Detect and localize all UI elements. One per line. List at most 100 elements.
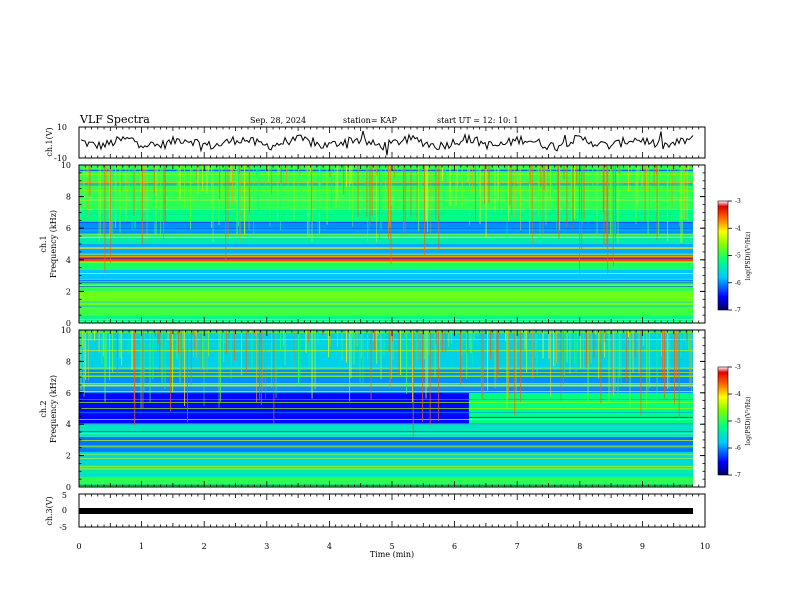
spectrogram-streak (235, 165, 237, 198)
spectrogram-streak (322, 330, 324, 335)
spectrogram-streak (644, 165, 646, 222)
spectrogram-streak (230, 330, 232, 379)
spectrogram-line (79, 344, 693, 346)
spectrogram-streak (678, 330, 680, 419)
spectrogram-streak (560, 330, 562, 401)
colorbar-tick-label: -3 (735, 198, 741, 205)
spectrogram-streak (496, 330, 498, 381)
spectrogram-streak (566, 165, 568, 228)
spectrogram-streak (506, 165, 508, 244)
spectrogram-streak (192, 330, 194, 336)
spectrogram-streak (536, 330, 538, 375)
spectrogram-streak (179, 330, 181, 383)
spectrogram-line (79, 383, 693, 385)
spectrogram-streak (542, 165, 544, 235)
spectrogram-streak (412, 330, 414, 403)
spectrogram-streak (238, 165, 240, 174)
spectrogram-streak (202, 330, 204, 368)
xtick-label: 5 (389, 542, 394, 551)
ytick-label: 10 (61, 326, 71, 335)
spectrogram-streak (121, 165, 123, 192)
spectrogram-streak (424, 330, 426, 360)
spectrogram-streak (658, 165, 660, 236)
spectrogram-streak (527, 165, 529, 180)
spectrogram-streak (109, 330, 111, 381)
ch3-waveform-trace (79, 508, 693, 514)
spectrogram-streak (625, 330, 627, 345)
spectrogram-streak (194, 330, 196, 336)
spectrogram-streak (308, 330, 310, 342)
spectrogram-streak (575, 330, 577, 372)
spectrogram-streak (251, 330, 253, 370)
ch3-ytick-bottom: -5 (59, 523, 67, 532)
spectrogram-streak (311, 165, 313, 224)
spectrogram-streak (259, 330, 261, 401)
spectrogram-streak (280, 165, 282, 231)
spectrogram-streak (143, 165, 145, 198)
spectrogram-streak (599, 330, 601, 342)
spectrogram-streak (325, 330, 327, 334)
spectrogram-streak (141, 165, 143, 245)
spectrogram-streak (143, 330, 145, 391)
spectrogram-line (79, 445, 693, 447)
spectrogram-line (79, 282, 693, 284)
spectrogram-streak (400, 330, 402, 375)
spectrogram-streak (487, 330, 489, 391)
spectrogram-band (79, 424, 693, 437)
spectrogram-streak (184, 165, 186, 208)
spectrogram-line (79, 367, 693, 369)
spectrogram-streak (583, 165, 585, 219)
spectrogram-streak (357, 165, 359, 218)
spectrogram-streak (390, 165, 392, 265)
spectrogram-streak (299, 165, 301, 176)
spectrogram-streak (343, 165, 345, 195)
spectrogram-streak (469, 165, 471, 225)
spectrogram-streak (387, 165, 389, 168)
spectrogram-streak (82, 330, 84, 348)
spectrogram-streak (91, 330, 93, 342)
ytick-label: 6 (66, 389, 71, 398)
spectrogram-streak (647, 330, 649, 393)
spectrogram-streak (509, 165, 511, 206)
colorbar-tick-label: -3 (735, 364, 741, 371)
spectrogram-streak (94, 330, 96, 341)
spectrogram-streak (524, 330, 526, 350)
spectrogram-streak (164, 165, 166, 225)
spectrogram-streak (686, 330, 688, 341)
spectrogram-streak (83, 330, 85, 397)
time-axis-ticks (78, 127, 706, 527)
spectrogram-streak (391, 330, 393, 379)
spectrogram-streak (548, 330, 550, 359)
spectrogram-streak (592, 165, 594, 189)
spectrogram-streak (419, 165, 421, 192)
spectrogram-streak (362, 330, 364, 384)
spectrogram-line (79, 339, 693, 340)
spectrogram-streak (191, 165, 193, 184)
spectrogram-streak (662, 330, 664, 379)
spectrogram-streak (280, 330, 282, 352)
spectrogram-streak (260, 330, 262, 405)
spectrogram-streak (568, 330, 570, 336)
spectrogram-streak (430, 165, 432, 235)
spectrogram-streak (153, 165, 155, 195)
spectrogram-streak (406, 330, 408, 394)
spectrogram-streak (608, 330, 610, 403)
spectrogram-streak (435, 165, 437, 220)
spectrogram-streak (476, 165, 478, 184)
spectrogram-line (79, 256, 693, 258)
spectrogram-streak (184, 330, 186, 406)
spectrogram-streak (308, 330, 310, 370)
spectrogram-streak (152, 330, 154, 380)
spectrogram-streak (121, 330, 123, 366)
spectrogram-streak (394, 165, 396, 178)
spectrogram-streak (373, 165, 375, 174)
spectrogram-streak (475, 165, 477, 221)
spectrogram-streak (104, 165, 106, 273)
spectrogram-line (79, 247, 693, 248)
spectrogram-streak (187, 330, 188, 423)
spectrogram-streak (256, 165, 258, 176)
spectrogram-streak (106, 165, 108, 186)
spectrogram-streak (112, 330, 114, 373)
spectrogram-streak (89, 165, 91, 196)
spectrogram-streak (225, 165, 227, 260)
